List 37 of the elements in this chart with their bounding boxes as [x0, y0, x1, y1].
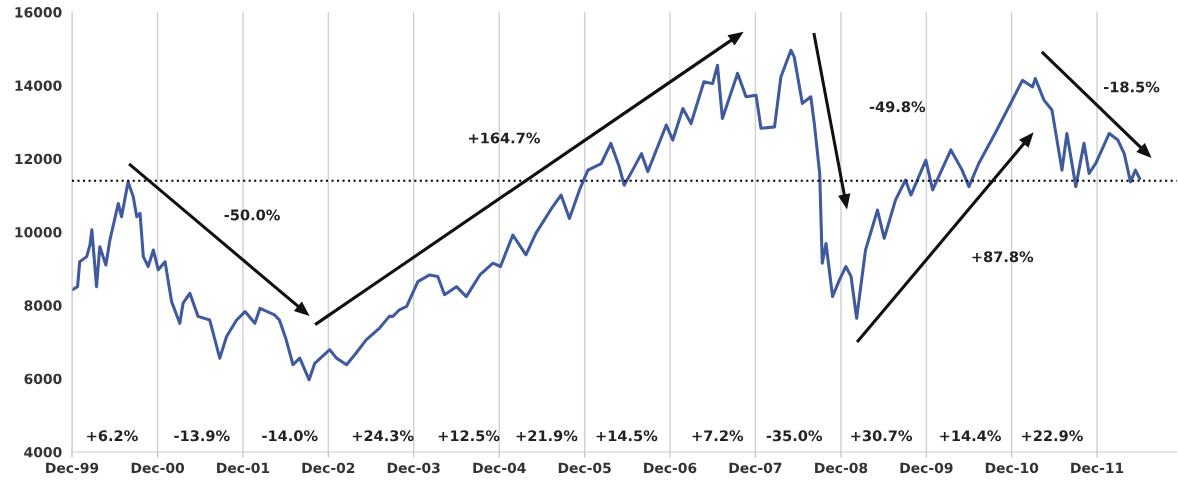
x-tick-label: Dec-02: [302, 462, 355, 474]
annotation: +30.7%: [851, 430, 913, 442]
annotation: -14.0%: [262, 430, 318, 442]
y-tick-label: 10000: [15, 227, 62, 238]
y-tick-label: 4000: [24, 446, 62, 458]
x-tick-label: Dec-06: [644, 462, 697, 474]
annotation: +87.8%: [972, 251, 1034, 263]
x-tick-label: Dec-05: [558, 462, 611, 474]
x-tick-label: Dec-03: [387, 462, 440, 474]
y-tick-label: 16000: [15, 7, 62, 18]
y-tick-label: 12000: [15, 153, 62, 165]
x-tick-label: Dec-11: [1071, 462, 1124, 474]
x-tick-label: Dec-01: [217, 462, 270, 474]
x-tick-label: Dec-04: [473, 462, 526, 474]
annotation: +6.2%: [87, 430, 138, 442]
y-tick-label: 14000: [15, 80, 62, 91]
y-tick-label: 6000: [24, 373, 62, 385]
x-tick-label: Dec-10: [985, 462, 1039, 474]
annotation: -49.8%: [869, 101, 926, 113]
x-tick-label: Dec-07: [729, 462, 782, 474]
annotation: +164.7%: [469, 132, 540, 144]
annotation: -50.0%: [224, 209, 280, 221]
annotation: -35.0%: [766, 430, 823, 442]
annotation: +7.2%: [692, 430, 744, 442]
x-tick-label: Dec-09: [900, 462, 953, 474]
annotation: -13.9%: [174, 430, 230, 442]
y-tick-label: 8000: [24, 300, 62, 311]
x-tick-label: Dec-99: [46, 462, 99, 474]
annotation: +24.3%: [352, 430, 414, 442]
x-tick-label: Dec-08: [815, 462, 868, 474]
annotation: -18.5%: [1103, 81, 1160, 93]
annotation: +14.4%: [940, 430, 1001, 442]
annotation: +21.9%: [516, 430, 578, 442]
annotation: +12.5%: [438, 430, 500, 442]
annotation: +14.5%: [596, 430, 658, 442]
x-tick-label: Dec-00: [131, 462, 185, 474]
annotation: +22.9%: [1022, 430, 1083, 442]
